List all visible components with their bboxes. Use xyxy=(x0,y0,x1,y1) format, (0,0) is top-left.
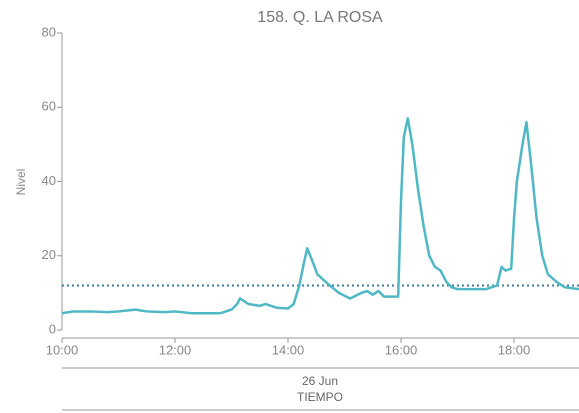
y-tick-label: 0 xyxy=(49,321,56,336)
x-tick-label: 18:00 xyxy=(498,342,531,357)
x-tick-label: 14:00 xyxy=(272,342,305,357)
date-label: 26 Jun xyxy=(302,374,338,388)
x-axis-label: TIEMPO xyxy=(297,390,343,404)
x-tick-label: 12:00 xyxy=(159,342,192,357)
chart-title: 158. Q. LA ROSA xyxy=(257,9,383,26)
x-tick-label: 16:00 xyxy=(385,342,418,357)
y-tick-label: 20 xyxy=(42,247,56,262)
y-tick-label: 60 xyxy=(42,99,56,114)
x-tick-label: 10:00 xyxy=(46,342,79,357)
y-tick-label: 80 xyxy=(42,24,56,39)
y-axis-label: Nivel xyxy=(14,169,28,196)
y-tick-label: 40 xyxy=(42,173,56,188)
data-line xyxy=(61,117,579,315)
